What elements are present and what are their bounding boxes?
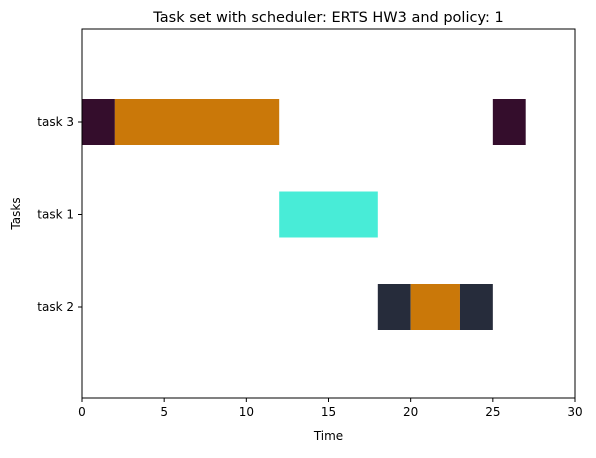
- bar-task-2-5: [410, 284, 460, 330]
- x-tick-label: 20: [403, 405, 418, 419]
- bar-task-2-6: [459, 284, 493, 330]
- bar-task-2-4: [377, 284, 411, 330]
- x-tick-label: 0: [78, 405, 86, 419]
- bar-task-3-1: [114, 99, 280, 145]
- y-axis: task 3 task 1 task 2: [37, 115, 82, 314]
- chart-title: Task set with scheduler: ERTS HW3 and po…: [152, 10, 503, 26]
- x-tick-label: 30: [567, 405, 582, 419]
- x-axis: 0 5 10 15 20 25 30: [78, 398, 583, 419]
- bar-task-1-3: [279, 191, 378, 238]
- y-tick-label: task 3: [37, 115, 74, 129]
- y-tick-label: task 1: [37, 208, 74, 222]
- x-tick-label: 5: [160, 405, 168, 419]
- x-tick-label: 15: [321, 405, 336, 419]
- bar-task-3-2: [492, 99, 526, 145]
- x-axis-label: Time: [313, 429, 343, 443]
- x-tick-label: 10: [239, 405, 254, 419]
- y-tick-label: task 2: [37, 300, 74, 314]
- bars-group: [82, 99, 526, 330]
- bar-task-3-0: [82, 99, 115, 145]
- x-tick-label: 25: [485, 405, 500, 419]
- y-axis-label: Tasks: [9, 197, 23, 230]
